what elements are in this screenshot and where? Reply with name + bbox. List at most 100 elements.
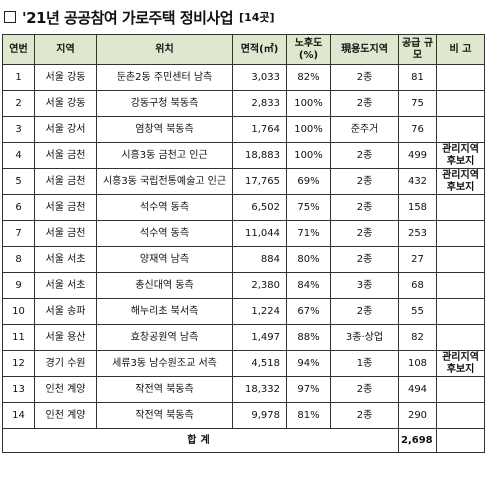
cell-supply: 290 bbox=[398, 402, 437, 429]
cell-location: 효창공원역 남측 bbox=[96, 324, 233, 351]
cell-supply: 75 bbox=[398, 90, 437, 117]
cell-supply: 158 bbox=[398, 194, 437, 221]
cell-aging: 100% bbox=[286, 90, 331, 117]
cell-no: 6 bbox=[2, 194, 35, 221]
cell-remark bbox=[436, 116, 485, 143]
cell-remark bbox=[436, 194, 485, 221]
cell-location: 강동구청 북동측 bbox=[96, 90, 233, 117]
cell-region: 서울 금천 bbox=[34, 194, 97, 221]
checkbox-square-icon bbox=[4, 11, 16, 23]
cell-zone: 2종 bbox=[330, 246, 399, 273]
table-row: 14 인천 계양 작전역 북동측 9,978 81% 2종 290 bbox=[2, 402, 485, 429]
table-row: 10 서울 송파 해누리초 북서측 1,224 67% 2종 55 bbox=[2, 298, 485, 325]
header-region: 지역 bbox=[34, 34, 97, 65]
cell-no: 13 bbox=[2, 376, 35, 403]
title-main: '21년 공공참여 가로주택 정비사업 bbox=[22, 8, 234, 27]
cell-area: 18,332 bbox=[232, 376, 287, 403]
cell-zone: 2종 bbox=[330, 402, 399, 429]
cell-remark: 관리지역 후보지 bbox=[436, 350, 485, 377]
cell-aging: 75% bbox=[286, 194, 331, 221]
table-row: 12 경기 수원 세류3동 남수원조교 서측 4,518 94% 1종 108 관리지역 후보… bbox=[2, 350, 485, 377]
cell-area: 3,033 bbox=[232, 64, 287, 91]
cell-location: 세류3동 남수원조교 서측 bbox=[96, 350, 233, 377]
table-row: 6 서울 금천 석수역 동측 6,502 75% 2종 158 bbox=[2, 194, 485, 221]
cell-supply: 108 bbox=[398, 350, 437, 377]
cell-location: 양재역 남측 bbox=[96, 246, 233, 273]
cell-zone: 준주거 bbox=[330, 116, 399, 143]
project-table: 연번 지역 위치 면적(㎡) 노후도 (%) 現용도지역 공급 규모 비 고 1… bbox=[2, 34, 485, 453]
cell-aging: 81% bbox=[286, 402, 331, 429]
cell-no: 5 bbox=[2, 168, 35, 195]
cell-supply: 82 bbox=[398, 324, 437, 351]
cell-supply: 55 bbox=[398, 298, 437, 325]
cell-region: 인천 계양 bbox=[34, 402, 97, 429]
header-supply: 공급 규모 bbox=[398, 34, 437, 65]
cell-supply: 499 bbox=[398, 142, 437, 169]
cell-aging: 71% bbox=[286, 220, 331, 247]
cell-zone: 2종 bbox=[330, 298, 399, 325]
cell-aging: 100% bbox=[286, 116, 331, 143]
cell-no: 9 bbox=[2, 272, 35, 299]
cell-no: 4 bbox=[2, 142, 35, 169]
cell-area: 11,044 bbox=[232, 220, 287, 247]
cell-remark bbox=[436, 246, 485, 273]
cell-area: 1,224 bbox=[232, 298, 287, 325]
cell-location: 석수역 동측 bbox=[96, 194, 233, 221]
cell-remark bbox=[436, 90, 485, 117]
cell-region: 서울 송파 bbox=[34, 298, 97, 325]
cell-location: 해누리초 북서측 bbox=[96, 298, 233, 325]
cell-aging: 82% bbox=[286, 64, 331, 91]
cell-location: 시흥3동 국립전통예술고 인근 bbox=[96, 168, 233, 195]
cell-remark bbox=[436, 272, 485, 299]
cell-no: 14 bbox=[2, 402, 35, 429]
cell-supply: 253 bbox=[398, 220, 437, 247]
cell-no: 1 bbox=[2, 64, 35, 91]
cell-area: 4,518 bbox=[232, 350, 287, 377]
cell-aging: 88% bbox=[286, 324, 331, 351]
cell-zone: 2종 bbox=[330, 64, 399, 91]
header-no: 연번 bbox=[2, 34, 35, 65]
header-location: 위치 bbox=[96, 34, 233, 65]
cell-region: 서울 강동 bbox=[34, 90, 97, 117]
cell-zone: 2종 bbox=[330, 194, 399, 221]
header-remark: 비 고 bbox=[436, 34, 485, 65]
table-row: 4 서울 금천 시흥3동 금천고 인근 18,883 100% 2종 499 관리지역 후보지 bbox=[2, 142, 485, 169]
cell-zone: 2종 bbox=[330, 220, 399, 247]
table-row: 11 서울 용산 효창공원역 남측 1,497 88% 3종·상업 82 bbox=[2, 324, 485, 351]
table-row: 8 서울 서초 양재역 남측 884 80% 2종 27 bbox=[2, 246, 485, 273]
cell-no: 2 bbox=[2, 90, 35, 117]
cell-area: 6,502 bbox=[232, 194, 287, 221]
total-remark bbox=[436, 428, 485, 453]
cell-aging: 84% bbox=[286, 272, 331, 299]
cell-no: 3 bbox=[2, 116, 35, 143]
table-row: 3 서울 강서 염창역 북동측 1,764 100% 준주거 76 bbox=[2, 116, 485, 143]
cell-zone: 2종 bbox=[330, 90, 399, 117]
cell-area: 9,978 bbox=[232, 402, 287, 429]
cell-remark bbox=[436, 64, 485, 91]
cell-supply: 81 bbox=[398, 64, 437, 91]
total-value: 2,698 bbox=[398, 428, 437, 453]
table-header-row: 연번 지역 위치 면적(㎡) 노후도 (%) 現용도지역 공급 규모 비 고 bbox=[2, 34, 485, 65]
cell-region: 서울 용산 bbox=[34, 324, 97, 351]
cell-zone: 3종 bbox=[330, 272, 399, 299]
cell-no: 10 bbox=[2, 298, 35, 325]
table-row: 1 서울 강동 둔촌2동 주민센터 남측 3,033 82% 2종 81 bbox=[2, 64, 485, 91]
cell-location: 시흥3동 금천고 인근 bbox=[96, 142, 233, 169]
cell-region: 서울 서초 bbox=[34, 272, 97, 299]
cell-remark bbox=[436, 220, 485, 247]
cell-aging: 67% bbox=[286, 298, 331, 325]
cell-aging: 100% bbox=[286, 142, 331, 169]
cell-region: 서울 강동 bbox=[34, 64, 97, 91]
cell-location: 총신대역 동측 bbox=[96, 272, 233, 299]
cell-aging: 69% bbox=[286, 168, 331, 195]
cell-region: 경기 수원 bbox=[34, 350, 97, 377]
cell-location: 염창역 북동측 bbox=[96, 116, 233, 143]
cell-remark bbox=[436, 376, 485, 403]
cell-region: 서울 강서 bbox=[34, 116, 97, 143]
cell-no: 7 bbox=[2, 220, 35, 247]
cell-zone: 2종 bbox=[330, 142, 399, 169]
total-label: 합계 bbox=[2, 428, 399, 453]
cell-remark bbox=[436, 324, 485, 351]
table-row: 2 서울 강동 강동구청 북동측 2,833 100% 2종 75 bbox=[2, 90, 485, 117]
cell-aging: 97% bbox=[286, 376, 331, 403]
